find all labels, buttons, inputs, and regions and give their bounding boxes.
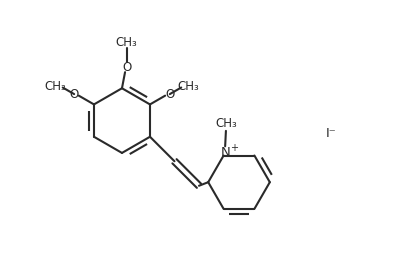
Text: O: O (70, 88, 79, 101)
Text: N: N (220, 146, 230, 159)
Text: O: O (165, 88, 175, 101)
Text: CH₃: CH₃ (116, 36, 137, 49)
Text: CH₃: CH₃ (177, 80, 199, 93)
Text: I⁻: I⁻ (326, 127, 337, 140)
Text: +: + (229, 143, 238, 153)
Text: CH₃: CH₃ (215, 117, 237, 130)
Text: CH₃: CH₃ (44, 80, 66, 93)
Text: O: O (122, 61, 131, 74)
